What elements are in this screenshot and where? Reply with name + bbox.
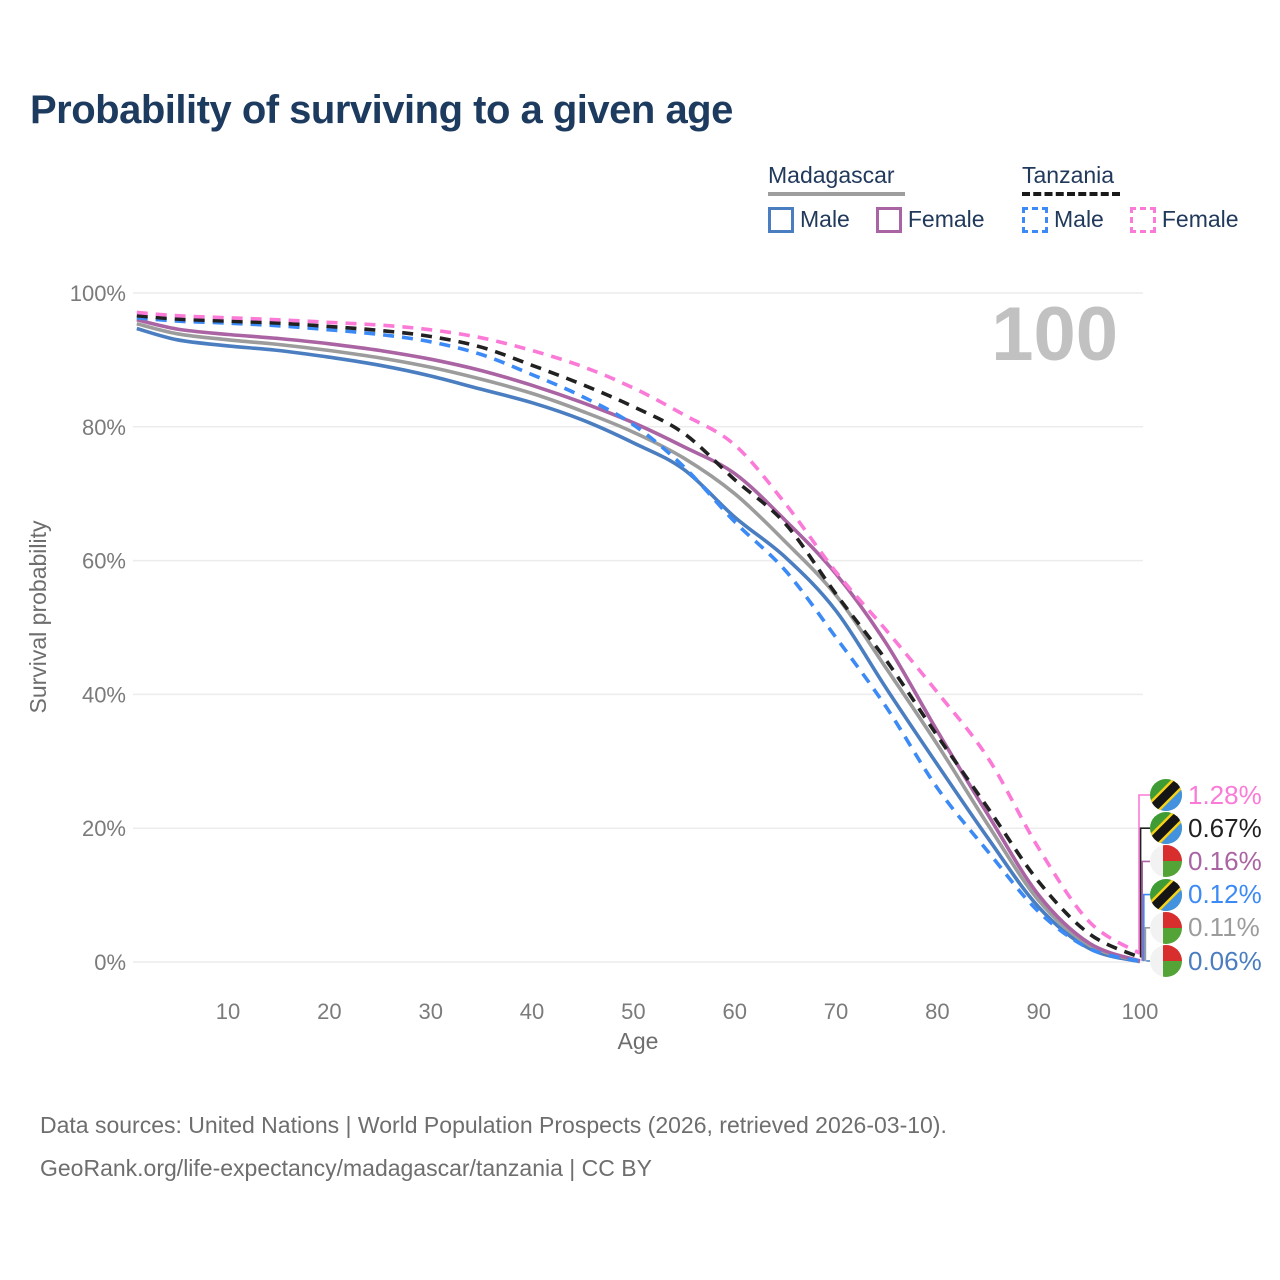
legend-tanzania-title: Tanzania — [1022, 162, 1115, 188]
legend-label-madagascar-male[interactable]: Male — [800, 206, 850, 232]
y-tick-label: 20% — [82, 816, 126, 841]
x-tick-label: 100 — [1122, 999, 1159, 1024]
series-line-tanzania_total[interactable] — [136, 313, 1141, 960]
y-tick-label: 0% — [94, 950, 126, 975]
legend-group-madagascar: Madagascar Male Female — [768, 162, 985, 233]
y-axis-title: Survival probability — [25, 520, 51, 714]
x-tick-label: 10 — [216, 999, 240, 1024]
series-line-tanzania_female[interactable] — [136, 310, 1141, 955]
page-title: Probability of surviving to a given age — [30, 88, 733, 132]
leader-line-madagascar_total — [1144, 927, 1150, 962]
legend-madagascar-line-sample — [768, 192, 905, 196]
y-tick-label: 100% — [70, 281, 126, 306]
leader-line-tanzania_female — [1138, 794, 1150, 954]
legend-tanzania-line-sample — [1022, 192, 1120, 196]
series-line-tanzania_male[interactable] — [136, 316, 1141, 963]
x-tick-label: 30 — [418, 999, 442, 1024]
legend-swatch-madagascar-male[interactable] — [768, 206, 794, 233]
footer-data-sources: Data sources: United Nations | World Pop… — [40, 1112, 947, 1138]
x-tick-label: 50 — [621, 999, 645, 1024]
y-tick-label: 80% — [82, 415, 126, 440]
legend-swatch-tanzania-male[interactable] — [1022, 206, 1048, 233]
y-tick-label: 60% — [82, 549, 126, 574]
legend-label-madagascar-female[interactable]: Female — [907, 206, 985, 232]
legend-label-tanzania-female[interactable]: Female — [1161, 206, 1239, 232]
y-tick-label: 40% — [82, 682, 126, 707]
x-tick-label: 40 — [520, 999, 544, 1024]
x-axis-title: Age — [618, 1028, 659, 1054]
legend-swatch-madagascar-female[interactable] — [875, 206, 902, 233]
hovered-age-watermark: 100 — [991, 292, 1118, 377]
x-tick-label: 90 — [1026, 999, 1050, 1024]
leader-line-madagascar_female — [1141, 860, 1150, 961]
leader-line-madagascar_male — [1146, 960, 1150, 962]
x-tick-label: 80 — [925, 999, 949, 1024]
leader-line-tanzania_male — [1143, 893, 1150, 962]
footer-attribution: GeoRank.org/life-expectancy/madagascar/t… — [40, 1155, 652, 1181]
legend-group-tanzania: Tanzania Male Female — [1022, 162, 1239, 233]
x-tick-label: 70 — [824, 999, 848, 1024]
footer: Data sources: United Nations | World Pop… — [40, 1104, 947, 1190]
series-line-madagascar_female[interactable] — [136, 318, 1141, 963]
series-line-madagascar_total[interactable] — [136, 322, 1141, 964]
legend-swatch-tanzania-female[interactable] — [1129, 206, 1156, 233]
leader-line-tanzania_total — [1139, 827, 1150, 958]
series-line-madagascar_male[interactable] — [136, 326, 1141, 964]
x-tick-label: 60 — [722, 999, 746, 1024]
legend-label-tanzania-male[interactable]: Male — [1054, 206, 1104, 232]
legend-madagascar-title: Madagascar — [768, 162, 895, 188]
x-tick-label: 20 — [317, 999, 341, 1024]
